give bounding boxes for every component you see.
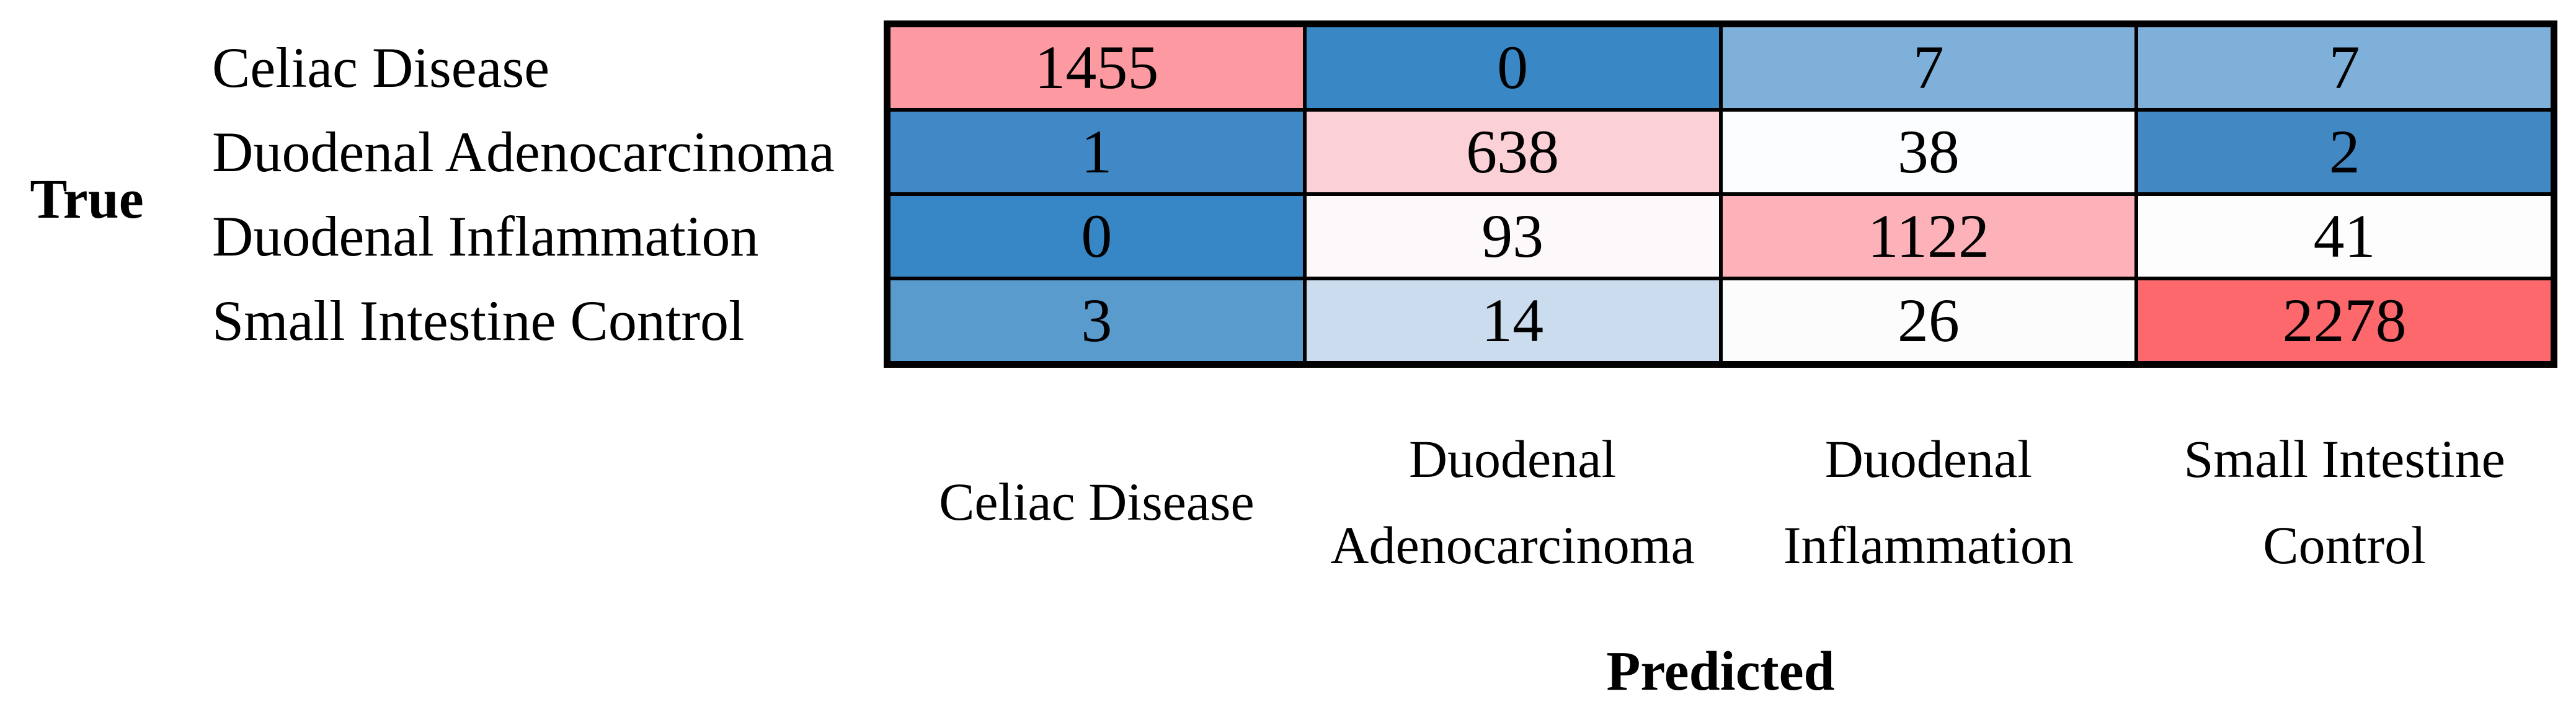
predicted-axis-labels: Celiac Disease Duodenal Adenocarcinoma D… xyxy=(889,406,2552,599)
x-axis-title: Predicted xyxy=(1606,641,1835,702)
matrix-cell-r2c2: 1122 xyxy=(1720,194,2137,278)
col-label-duodenal-inflammation: Duodenal Inflammation xyxy=(1721,416,2137,589)
col-label-duodenal-adenocarcinoma: Duodenal Adenocarcinoma xyxy=(1305,416,1721,589)
col-label-celiac-disease: Celiac Disease xyxy=(889,459,1305,545)
matrix-cell-r2c0: 0 xyxy=(889,194,1305,278)
col-label-line: Duodenal xyxy=(1408,429,1617,489)
col-label-line: Celiac Disease xyxy=(939,472,1255,532)
row-label-small-intestine-control: Small Intestine Control xyxy=(212,289,745,352)
confusion-matrix-grid: 1455 0 7 7 1 638 38 2 0 93 1122 41 3 14 … xyxy=(884,20,2557,368)
matrix-cell-r1c2: 38 xyxy=(1720,110,2137,194)
matrix-cell-r0c3: 7 xyxy=(2136,25,2552,110)
true-axis-labels: Celiac Disease Duodenal Adenocarcinoma D… xyxy=(212,25,882,363)
matrix-cell-r1c1: 638 xyxy=(1304,110,1721,194)
matrix-cell-r1c0: 1 xyxy=(889,110,1305,194)
matrix-cell-r2c1: 93 xyxy=(1304,194,1721,278)
matrix-cell-r3c0: 3 xyxy=(889,278,1305,363)
col-label-line: Small Intestine xyxy=(2183,429,2505,489)
matrix-cell-r3c1: 14 xyxy=(1304,278,1721,363)
matrix-cell-r3c2: 26 xyxy=(1720,278,2137,363)
matrix-cell-r0c2: 7 xyxy=(1720,25,2137,110)
matrix-cell-r1c3: 2 xyxy=(2136,110,2552,194)
row-label-celiac-disease: Celiac Disease xyxy=(212,36,550,99)
matrix-cell-r0c1: 0 xyxy=(1304,25,1721,110)
col-label-line: Duodenal xyxy=(1824,429,2033,489)
col-label-line: Adenocarcinoma xyxy=(1330,515,1695,575)
matrix-cell-r0c0: 1455 xyxy=(889,25,1305,110)
col-label-line: Control xyxy=(2263,515,2427,575)
row-label-duodenal-inflammation: Duodenal Inflammation xyxy=(212,205,759,268)
row-label-duodenal-adenocarcinoma: Duodenal Adenocarcinoma xyxy=(212,120,835,184)
matrix-cell-r3c3: 2278 xyxy=(2136,278,2552,363)
col-label-small-intestine-control: Small Intestine Control xyxy=(2136,416,2552,589)
col-label-line: Inflammation xyxy=(1783,515,2074,575)
y-axis-title: True xyxy=(30,169,144,230)
matrix-cell-r2c3: 41 xyxy=(2136,194,2552,278)
